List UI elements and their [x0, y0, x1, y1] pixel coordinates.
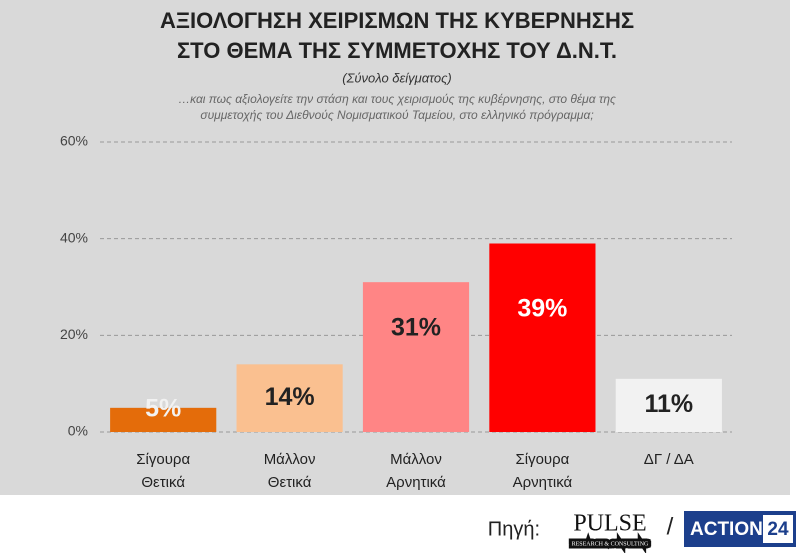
chart-title: ΑΞΙΟΛΟΓΗΣΗ ΧΕΙΡΙΣΜΩΝ ΤΗΣ ΚΥΒΕΡΝΗΣΗΣ	[160, 8, 634, 33]
x-tick-label: ΔΓ / ΔΑ	[644, 451, 694, 468]
bar	[615, 378, 722, 432]
bar	[236, 364, 343, 432]
action-logo-num: 24	[767, 519, 789, 540]
y-tick-label: 0%	[68, 423, 88, 439]
pulse-logo	[563, 508, 657, 548]
chart-subtitle: (Σύνολο δείγματος)	[342, 70, 451, 85]
bar	[362, 282, 470, 432]
action-logo-box	[763, 515, 793, 543]
chart-title: ΣΤΟ ΘΕΜΑ ΤΗΣ ΣΥΜΜΕΤΟΧΗΣ ΤΟΥ Δ.Ν.Τ.	[177, 38, 617, 63]
bar	[110, 407, 217, 432]
value-label: 31%	[391, 314, 441, 342]
pulse-logo-sub: RESEARCH & CONSULTING	[572, 541, 649, 547]
y-tick-label: 40%	[60, 229, 88, 245]
question: …και πως αξιολογείτε την στάση και τους …	[178, 92, 616, 106]
y-tick-label: 20%	[60, 326, 88, 342]
x-tick-label: Σίγουρα	[515, 451, 569, 468]
x-tick-label: Μάλλον	[390, 451, 442, 468]
source-label: Πηγή:	[488, 518, 540, 540]
y-tick-label: 60%	[60, 133, 88, 149]
x-tick-label: Θετικά	[268, 474, 312, 491]
separator: /	[667, 513, 674, 540]
action-logo-text: ACTION	[690, 519, 763, 540]
value-label: 14%	[265, 383, 315, 411]
x-tick-label: Μάλλον	[264, 451, 316, 468]
question: συμμετοχής του Διεθνούς Νομισματικού Ταμ…	[200, 108, 593, 122]
value-label: 39%	[517, 294, 567, 322]
x-tick-label: Αρνητικά	[513, 474, 573, 491]
x-tick-label: Σίγουρα	[136, 451, 190, 468]
pulse-logo-text: PULSE	[573, 511, 646, 537]
value-label: 5%	[145, 394, 181, 422]
x-tick-label: Θετικά	[141, 474, 185, 491]
bar	[489, 243, 596, 432]
x-tick-label: Αρνητικά	[386, 474, 446, 491]
value-label: 11%	[644, 390, 693, 418]
